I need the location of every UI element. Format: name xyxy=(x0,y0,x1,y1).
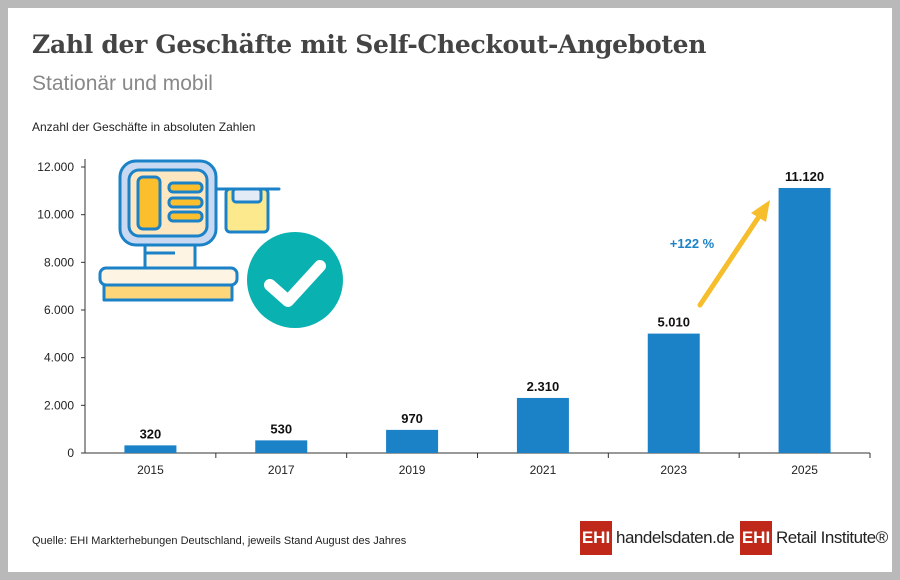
bar-2017 xyxy=(255,440,308,453)
chart-title: Zahl der Geschäfte mit Self-Checkout-Ang… xyxy=(32,30,707,59)
logo-text: Retail Institute® xyxy=(776,528,888,547)
retail-institute-logo: EHI Retail Institute® xyxy=(740,521,888,555)
x-tick-label: 2017 xyxy=(268,463,295,477)
bar-2021 xyxy=(516,397,569,453)
x-tick-label: 2025 xyxy=(791,463,818,477)
x-tick-label: 2015 xyxy=(137,463,164,477)
data-label: 530 xyxy=(270,421,292,436)
ehi-badge: EHI xyxy=(580,521,612,555)
source-note: Quelle: EHI Markterhebungen Deutschland,… xyxy=(32,535,407,547)
data-label: 2.310 xyxy=(527,379,560,394)
data-label: 11.120 xyxy=(785,169,824,184)
checkmark-circle-icon xyxy=(247,232,343,328)
self-checkout-terminal-icon xyxy=(98,159,281,302)
y-tick-label: 0 xyxy=(67,446,74,460)
logo-text: handelsdaten.de xyxy=(616,528,735,547)
chart-subtitle: Stationär und mobil xyxy=(32,72,213,95)
growth-arrow xyxy=(697,200,770,308)
data-label: 5.010 xyxy=(657,315,690,330)
y-tick-label: 10.000 xyxy=(37,208,74,222)
y-axis-label: Anzahl der Geschäfte in absoluten Zahlen xyxy=(32,120,256,134)
y-tick-label: 6.000 xyxy=(44,303,74,317)
x-tick-label: 2019 xyxy=(399,463,426,477)
y-tick-label: 2.000 xyxy=(44,398,74,412)
y-tick-label: 8.000 xyxy=(44,255,74,269)
data-label: 320 xyxy=(140,426,162,441)
y-tick-label: 12.000 xyxy=(37,160,74,174)
y-tick-label: 4.000 xyxy=(44,351,74,365)
bar-2025 xyxy=(778,187,831,453)
bar-2015 xyxy=(124,445,177,453)
x-tick-label: 2021 xyxy=(530,463,557,477)
ehi-badge: EHI xyxy=(740,521,772,555)
growth-annotation: +122 % xyxy=(670,236,715,251)
bar-2023 xyxy=(647,333,700,453)
handelsdaten-logo: EHI handelsdaten.de xyxy=(580,521,735,555)
x-tick-label: 2023 xyxy=(660,463,687,477)
bar-2019 xyxy=(386,429,439,453)
data-label: 970 xyxy=(401,411,423,426)
